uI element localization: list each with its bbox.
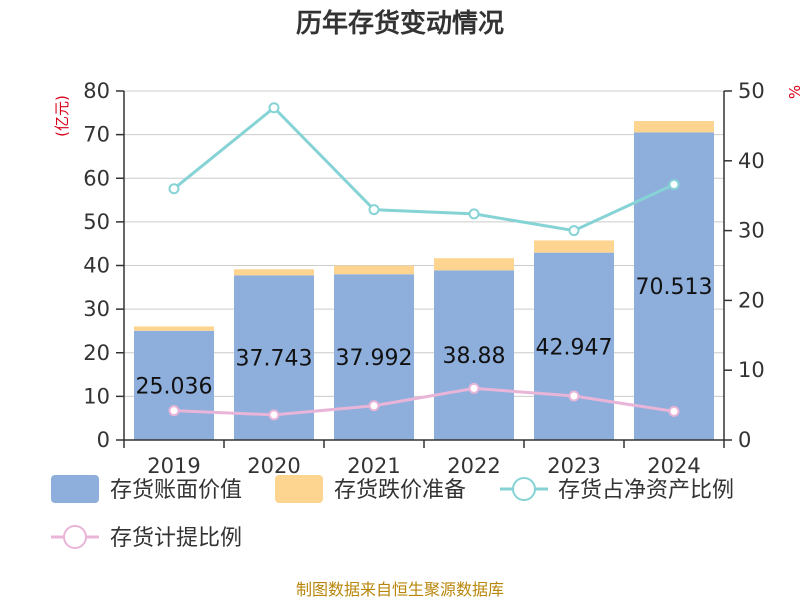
right-tick-label: 30 — [738, 219, 765, 243]
point-provision-ratio — [168, 405, 180, 417]
legend-swatch-impairment — [275, 475, 323, 503]
point-net-asset-ratio — [268, 102, 280, 114]
line-net-asset-ratio — [173, 105, 675, 233]
legend-item-book-value[interactable]: 存货账面价值 — [51, 475, 242, 503]
legend-swatch-book-value — [51, 475, 99, 503]
bar-impairment — [634, 121, 714, 133]
legend-marker-provision-ratio — [63, 525, 87, 549]
line-provision-ratio — [173, 386, 675, 417]
data-label-book-value: 38.88 — [443, 344, 506, 369]
legend-label-impairment: 存货跌价准备 — [334, 478, 466, 503]
data-label-book-value: 37.743 — [236, 347, 313, 372]
right-tick-label: 0 — [738, 428, 751, 452]
bar-book-value — [434, 270, 514, 440]
right-tick-label: 40 — [738, 149, 765, 173]
bar-impairment — [234, 269, 314, 276]
right-axis-unit: % — [786, 85, 800, 99]
left-axis-unit: (亿元) — [53, 95, 71, 137]
legend-item-net-asset-ratio[interactable]: 存货占净资产比例 — [500, 477, 734, 503]
data-label-book-value: 70.513 — [636, 275, 713, 300]
point-provision-ratio — [468, 382, 480, 394]
point-net-asset-ratio — [468, 208, 480, 220]
left-tick-label: 40 — [83, 254, 110, 278]
legend-item-impairment[interactable]: 存货跌价准备 — [275, 475, 466, 503]
left-tick-label: 30 — [83, 297, 110, 321]
x-tick-label: 2023 — [547, 454, 600, 478]
left-tick-label: 20 — [83, 341, 110, 365]
chart-title: 历年存货变动情况 — [296, 8, 504, 39]
point-provision-ratio — [668, 405, 680, 417]
legend-marker-net-asset-ratio — [512, 477, 536, 501]
x-tick-label: 2024 — [647, 454, 700, 478]
left-tick-label: 50 — [83, 210, 110, 234]
x-tick-label: 2019 — [147, 454, 200, 478]
x-tick-label: 2020 — [247, 454, 300, 478]
data-labels-layer: 25.036 37.743 37.992 38.88 42.947 70.513 — [136, 275, 713, 399]
bar-impairment — [334, 265, 414, 275]
left-tick-label: 10 — [83, 384, 110, 408]
legend-label-net-asset-ratio: 存货占净资产比例 — [558, 478, 734, 503]
right-tick-label: 50 — [738, 79, 765, 103]
legend: 存货账面价值 存货跌价准备 存货占净资产比例 存货计提比例 — [51, 475, 734, 551]
data-label-book-value: 37.992 — [336, 346, 413, 371]
data-label-book-value: 42.947 — [536, 335, 613, 360]
right-tick-label: 20 — [738, 288, 765, 312]
bar-impairment — [134, 326, 214, 331]
point-provision-ratio — [368, 400, 380, 412]
bar-impairment — [534, 240, 614, 253]
axes-layer: 0 10 20 30 40 50 60 70 80 0 10 20 30 40 50 2019 2020 2021… — [83, 79, 764, 478]
source-note: 制图数据来自恒生聚源数据库 — [296, 580, 504, 599]
point-net-asset-ratio — [168, 183, 180, 195]
right-tick-label: 10 — [738, 358, 765, 382]
bars-layer — [134, 121, 714, 441]
x-tick-label: 2021 — [347, 454, 400, 478]
legend-label-provision-ratio: 存货计提比例 — [110, 526, 242, 551]
bar-book-value — [334, 274, 414, 440]
grid-lines — [124, 90, 724, 441]
lines-layer — [168, 102, 680, 421]
left-tick-label: 80 — [83, 79, 110, 103]
legend-item-provision-ratio[interactable]: 存货计提比例 — [51, 525, 242, 551]
bar-book-value — [534, 252, 614, 440]
left-tick-label: 60 — [83, 166, 110, 190]
bar-book-value — [134, 330, 214, 440]
point-provision-ratio — [568, 390, 580, 402]
point-provision-ratio — [268, 409, 280, 421]
point-net-asset-ratio — [668, 179, 680, 191]
left-tick-label: 0 — [97, 428, 110, 452]
data-label-book-value: 25.036 — [136, 374, 213, 399]
bar-impairment — [434, 258, 514, 271]
left-tick-label: 70 — [83, 123, 110, 147]
x-tick-label: 2022 — [447, 454, 500, 478]
point-net-asset-ratio — [568, 225, 580, 237]
legend-label-book-value: 存货账面价值 — [110, 478, 242, 503]
point-net-asset-ratio — [368, 204, 380, 216]
